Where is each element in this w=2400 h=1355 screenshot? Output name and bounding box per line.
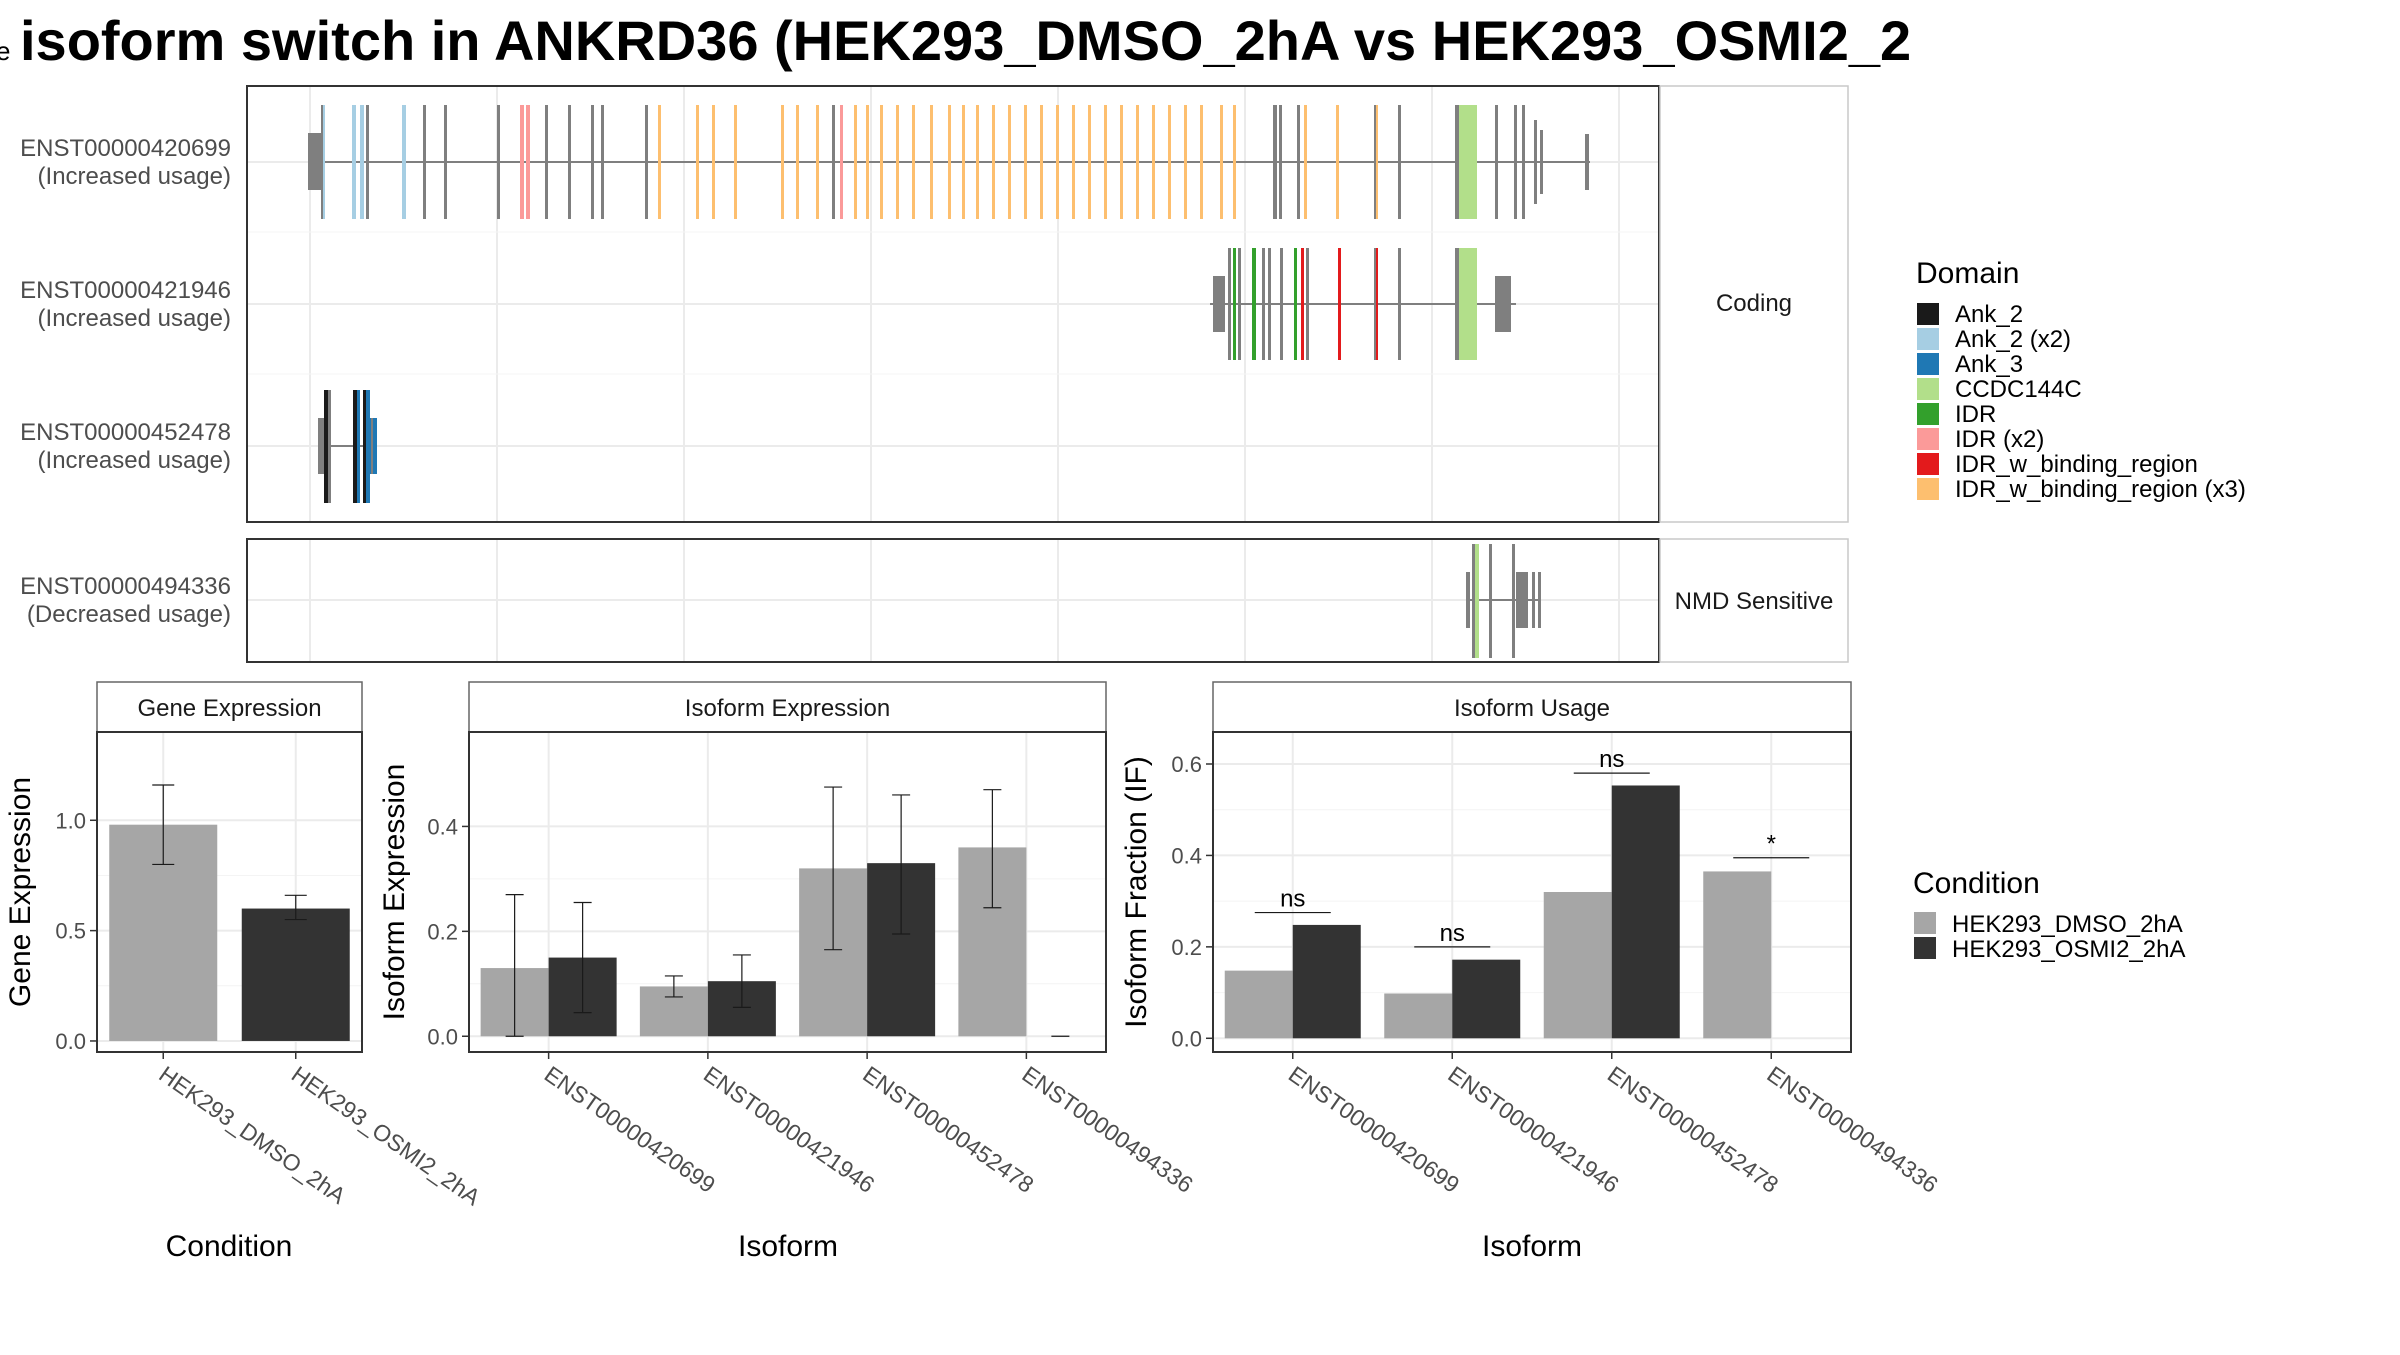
y-tick-label: 1.0 (55, 808, 86, 833)
significance-label: * (1767, 831, 1776, 858)
x-axis-title: Condition (166, 1230, 293, 1263)
bar (1611, 785, 1680, 1039)
panel-strip (1212, 681, 1852, 733)
condition-legend: Condition HEK293_DMSO_2hA HEK293_OSMI2_2… (1913, 867, 2185, 963)
bar (1543, 892, 1612, 1039)
bar (1452, 959, 1521, 1039)
nmd-grid (248, 540, 1658, 661)
title-prefix-glyph: e (0, 36, 10, 66)
panel-frame (96, 731, 363, 1053)
condition-legend-label: HEK293_OSMI2_2hA (1952, 936, 2185, 963)
bar-panel: Isoform Expression 0.0 0.2 0.4 ENST000004206… (378, 681, 1198, 1263)
domain-legend-label: Ank_2 (x2) (1955, 326, 2071, 353)
bar (1292, 924, 1361, 1039)
domain-legend-swatch (1917, 328, 1939, 350)
bar-panel: Gene Expression0.00.51.0HEK293_DMSO_2hAH… (4, 681, 486, 1263)
panel-strip-label: Isoform Usage (1454, 695, 1610, 722)
isoform-id-label: ENST00000452478 (20, 419, 231, 446)
isoform-usage-label: (Decreased usage) (27, 601, 231, 628)
bar-panel: Isoform Usage ns ns ns * 0.0 0.2 0.4 0.6 ENST0000… (1120, 681, 1943, 1263)
x-tick-label: ENST00000494336 (1762, 1061, 1942, 1198)
bar-chart-panels: Gene Expression0.00.51.0HEK293_DMSO_2hAH… (4, 681, 1943, 1263)
panel-strip (96, 681, 363, 733)
condition-legend-label: HEK293_DMSO_2hA (1952, 911, 2183, 938)
y-axis-title: Gene Expression (4, 777, 37, 1007)
isoform-id-label: ENST00000421946 (20, 277, 231, 304)
y-axis-title: Isoform Fraction (IF) (1120, 756, 1153, 1028)
coding-structure-panel: Coding (246, 85, 1849, 523)
bar (1703, 871, 1772, 1039)
y-tick-label: 0.2 (1171, 935, 1202, 960)
y-tick-label: 0.0 (55, 1029, 86, 1054)
domain-legend-label: Ank_3 (1955, 351, 2023, 378)
x-tick-label: ENST00000452478 (1603, 1061, 1783, 1198)
domain-legend-title: Domain (1916, 257, 2019, 290)
x-tick-label: ENST00000452478 (858, 1061, 1038, 1198)
domain-legend-swatch (1917, 303, 1939, 325)
y-tick-label: 0.2 (427, 919, 458, 944)
bar (1224, 970, 1293, 1039)
isoform-id-label: ENST00000494336 (20, 573, 231, 600)
x-tick-label: ENST00000494336 (1018, 1061, 1198, 1198)
panel-frame (1212, 731, 1852, 1053)
significance-label: ns (1599, 746, 1624, 773)
y-axis-title: Isoform Expression (378, 764, 411, 1021)
condition-legend-title: Condition (1913, 867, 2040, 900)
nmd-structure-panel: NMD Sensitive (246, 538, 1849, 663)
significance-label: ns (1440, 920, 1465, 947)
panel-frame (468, 731, 1107, 1053)
y-tick-label: 0.0 (427, 1024, 458, 1049)
isoform-id-label: ENST00000420699 (20, 135, 231, 162)
x-tick-label: ENST00000420699 (540, 1061, 720, 1198)
y-tick-label: 0.4 (1171, 843, 1202, 868)
domain-legend-label: IDR (x2) (1955, 426, 2044, 453)
x-axis-title: Isoform (1482, 1230, 1582, 1263)
isoform-track-enst00000421946 (1210, 248, 1516, 360)
domain-legend-label: IDR_w_binding_region (1955, 451, 2198, 478)
domain-legend-swatch (1917, 378, 1939, 400)
x-axis-title: Isoform (738, 1230, 838, 1263)
significance-label: ns (1280, 886, 1305, 913)
plot-title: isoform switch in ANKRD36 (HEK293_DMSO_2… (20, 9, 1911, 72)
isoform-row-labels: ENST00000420699 (Increased usage) ENST00… (20, 135, 231, 628)
bar (241, 908, 350, 1041)
isoform-usage-label: (Increased usage) (38, 163, 231, 190)
coding-strip-label: Coding (1716, 290, 1792, 317)
domain-legend-label: Ank_2 (1955, 301, 2023, 328)
domain-legend-swatch (1917, 403, 1939, 425)
isoform-usage-label: (Increased usage) (38, 305, 231, 332)
panel-strip-label: Isoform Expression (685, 695, 890, 722)
isoform-track-enst00000494336 (1466, 544, 1541, 658)
domain-legend-swatch (1917, 353, 1939, 375)
x-tick-label: ENST00000421946 (699, 1061, 879, 1198)
domain-legend-label: CCDC144C (1955, 376, 2082, 403)
domain-legend-label: IDR (1955, 401, 1996, 428)
isoform-usage-label: (Increased usage) (38, 447, 231, 474)
coding-strip (1659, 85, 1849, 523)
panel-strip (468, 681, 1107, 733)
domain-legend-label: IDR_w_binding_region (x3) (1955, 476, 2246, 503)
nmd-strip-label: NMD Sensitive (1675, 588, 1834, 615)
y-tick-label: 0.5 (55, 919, 86, 944)
y-tick-label: 0.4 (427, 814, 458, 839)
domain-legend-swatch (1917, 453, 1939, 475)
domain-legend-swatch (1917, 478, 1939, 500)
bar (1384, 993, 1453, 1039)
panel-strip-label: Gene Expression (137, 695, 321, 722)
isoform-track-enst00000420699 (308, 105, 1590, 219)
isoform-track-enst00000452478 (318, 390, 377, 503)
condition-legend-swatch (1914, 937, 1936, 959)
y-tick-label: 0.0 (1171, 1026, 1202, 1051)
nmd-strip (1659, 538, 1849, 663)
condition-legend-swatch (1914, 912, 1936, 934)
domain-legend-swatch (1917, 428, 1939, 450)
domain-legend: Domain Ank_2 Ank_2 (x2) Ank_3 CCDC144C I… (1916, 257, 2246, 503)
x-tick-label: ENST00000421946 (1443, 1061, 1623, 1198)
x-tick-label: ENST00000420699 (1284, 1061, 1464, 1198)
y-tick-label: 0.6 (1171, 752, 1202, 777)
